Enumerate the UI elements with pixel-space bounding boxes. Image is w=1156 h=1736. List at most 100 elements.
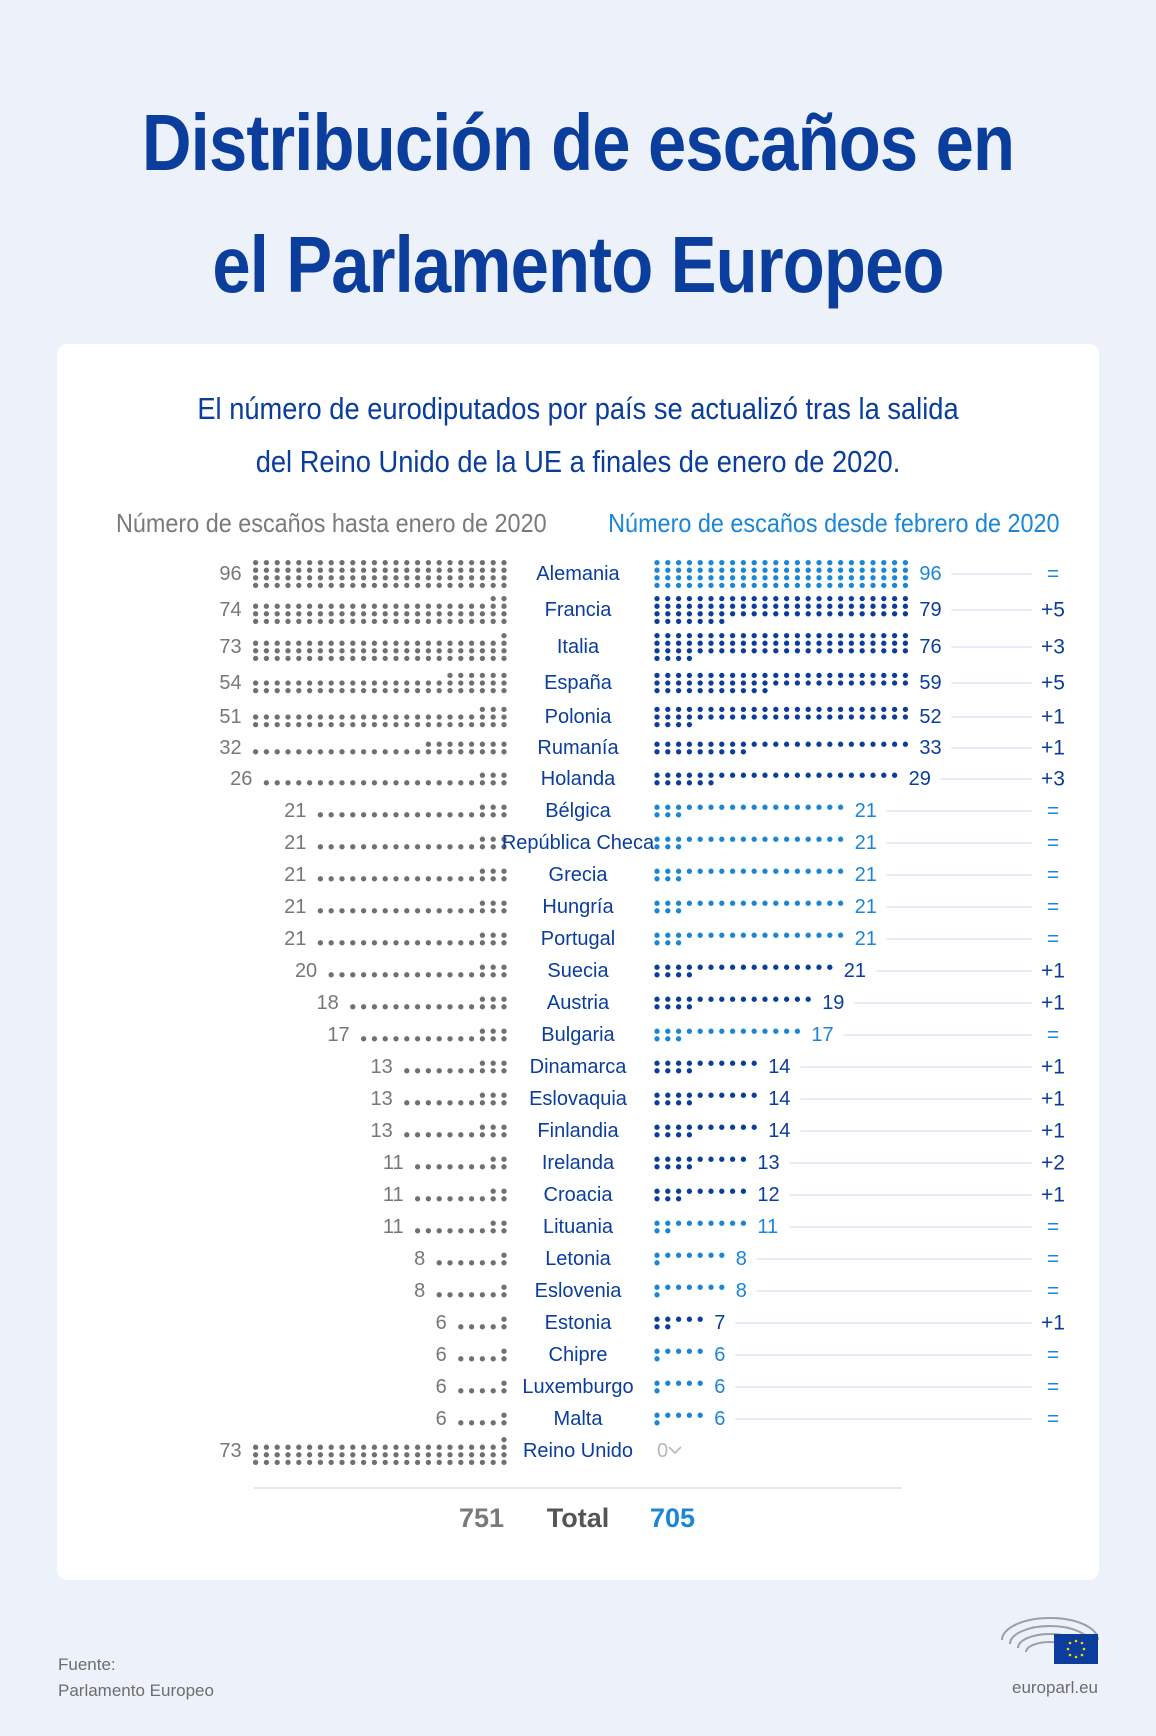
seat-dot-before xyxy=(468,1459,475,1466)
seat-dot-after xyxy=(837,836,844,842)
seat-dot-before xyxy=(285,655,291,662)
seat-dot-after xyxy=(794,804,801,810)
seat-dot-after xyxy=(675,741,682,747)
change-label: +5 xyxy=(1041,599,1065,622)
seat-dot-after xyxy=(665,996,671,1002)
seat-dot-after xyxy=(686,1132,693,1138)
seat-dot-before xyxy=(263,640,270,646)
seat-dot-before xyxy=(382,844,388,850)
value-after-label: 11 xyxy=(757,1216,778,1238)
seat-dot-after xyxy=(827,836,833,842)
seat-dot-before xyxy=(382,640,388,646)
seat-dot-after xyxy=(654,940,660,946)
seat-dot-after xyxy=(859,680,865,686)
seat-dot-after xyxy=(848,772,855,778)
seat-dot-before xyxy=(339,714,345,720)
seat-dot-after xyxy=(794,836,801,842)
seat-dot-after xyxy=(686,772,693,778)
seat-dot-after xyxy=(794,595,801,602)
seat-dot-after xyxy=(805,559,811,566)
seat-dot-before xyxy=(468,1004,475,1010)
seat-dot-after xyxy=(848,575,855,581)
seat-dot-before xyxy=(339,603,345,609)
seat-dot-after xyxy=(675,611,682,617)
chart-row: 13 Dinamarca 14 +1 xyxy=(371,1056,1065,1079)
seat-dot-before xyxy=(350,680,356,686)
seat-dot-before xyxy=(436,780,442,786)
change-label: +1 xyxy=(1041,1088,1065,1111)
seat-dot-after xyxy=(665,749,671,755)
seat-dot-after xyxy=(794,900,801,906)
seat-dot-after xyxy=(697,772,703,778)
chart-row: 13 Finlandia 14 +1 xyxy=(371,1120,1065,1143)
seat-dot-after xyxy=(859,575,865,581)
change-label: = xyxy=(1047,1408,1059,1431)
seat-dot-after xyxy=(751,932,757,938)
seat-dot-before xyxy=(490,575,496,581)
seat-dot-after xyxy=(675,672,682,679)
seat-dot-after xyxy=(697,687,703,694)
value-before-label: 8 xyxy=(414,1280,425,1302)
seat-dot-after xyxy=(783,714,790,720)
seat-dot-after xyxy=(859,648,865,654)
seat-dot-before xyxy=(425,648,432,654)
seat-dot-after xyxy=(697,603,703,609)
country-label: Chipre xyxy=(549,1344,608,1366)
seat-dot-before xyxy=(458,687,464,694)
seat-dot-after xyxy=(859,772,865,778)
seat-dot-before xyxy=(479,749,486,755)
seat-dot-after xyxy=(816,632,822,639)
seat-dot-before xyxy=(458,655,464,662)
seat-dot-after xyxy=(675,1124,682,1130)
seat-dot-after xyxy=(729,900,736,906)
seat-dot-after xyxy=(783,559,790,566)
seat-dot-before xyxy=(393,940,399,946)
seat-dot-after xyxy=(762,706,768,713)
seat-dot-after xyxy=(729,559,736,566)
seat-dot-after xyxy=(740,1156,747,1162)
seat-dot-before xyxy=(404,640,410,646)
seat-dot-before xyxy=(382,1444,388,1450)
seat-dot-after xyxy=(837,611,844,617)
seat-dot-before xyxy=(479,655,486,662)
seat-dot-after xyxy=(848,640,855,646)
seat-dot-before xyxy=(339,680,345,686)
seat-dot-after xyxy=(697,932,703,938)
seat-dot-after xyxy=(881,648,887,654)
chart-row: 26 Holanda 29 +3 xyxy=(230,768,1065,791)
seat-dot-after xyxy=(686,1252,693,1258)
seat-dot-before xyxy=(490,741,496,747)
seat-dot-after xyxy=(654,595,660,602)
seat-dot-before xyxy=(447,618,453,625)
seat-dot-after xyxy=(816,836,822,842)
seat-dot-before xyxy=(468,648,475,654)
seat-dot-after xyxy=(891,648,898,654)
seat-dot-before xyxy=(501,836,507,842)
seat-dot-before xyxy=(350,1459,356,1466)
seat-dot-before xyxy=(425,844,432,850)
seat-dot-before xyxy=(479,1388,486,1394)
seat-dot-before xyxy=(306,611,313,617)
seat-dot-after xyxy=(762,687,768,694)
seat-dot-after xyxy=(665,908,671,914)
seat-dot-before xyxy=(458,1388,464,1394)
seat-dot-before xyxy=(447,1452,453,1458)
seat-dot-before xyxy=(490,844,496,850)
seat-dot-after xyxy=(675,1316,682,1322)
seat-dot-before xyxy=(317,640,324,646)
seat-dot-before xyxy=(490,582,496,589)
seat-dot-before xyxy=(458,582,464,589)
seat-dot-before xyxy=(479,1124,486,1130)
seat-dot-before xyxy=(252,575,259,581)
seat-dot-after xyxy=(783,648,790,654)
seat-dot-after xyxy=(794,575,801,581)
value-after-label: 0 xyxy=(657,1440,668,1462)
change-label: +1 xyxy=(1041,1120,1065,1143)
seat-dot-after xyxy=(708,559,714,566)
seat-dot-after xyxy=(697,780,703,786)
seat-dot-after xyxy=(870,611,876,617)
seat-dot-after xyxy=(675,575,682,581)
seat-dot-after xyxy=(665,559,671,566)
value-after-label: 29 xyxy=(909,768,931,790)
seat-dot-after xyxy=(859,714,865,720)
